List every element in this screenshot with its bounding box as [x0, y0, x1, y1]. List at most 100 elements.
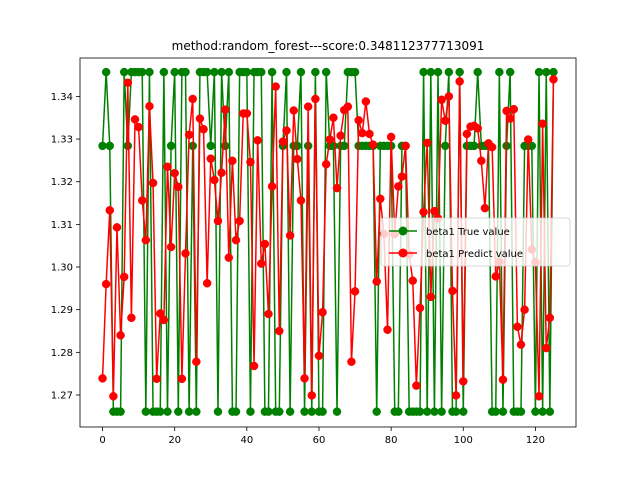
data-point: [412, 381, 421, 390]
data-point: [462, 129, 472, 139]
data-point: [184, 130, 194, 140]
data-point: [123, 78, 133, 87]
data-point: [293, 141, 302, 151]
data-point: [224, 253, 234, 262]
data-point: [242, 109, 252, 118]
data-point: [459, 407, 468, 416]
data-point: [368, 140, 378, 149]
data-point: [206, 154, 216, 163]
data-point: [300, 407, 309, 416]
data-point: [502, 106, 511, 116]
data-point: [289, 106, 298, 115]
data-point: [430, 407, 439, 416]
data-point: [181, 249, 190, 258]
data-point: [296, 67, 306, 77]
data-point: [112, 223, 122, 232]
legend-marker: [398, 248, 408, 258]
data-point: [109, 392, 118, 401]
data-point: [459, 377, 468, 386]
data-point: [538, 407, 547, 416]
data-point: [260, 239, 270, 249]
data-point: [347, 357, 356, 366]
y-tick-label: 1.32: [51, 177, 73, 188]
chart-title: method:random_forest---score:0.348112377…: [172, 39, 485, 53]
legend-entry: beta1 Predict value: [389, 248, 523, 260]
y-tick-label: 1.34: [51, 92, 73, 103]
data-point: [473, 67, 482, 77]
data-point: [192, 357, 201, 366]
data-point: [321, 67, 331, 77]
data-point: [152, 374, 161, 384]
data-point: [440, 141, 450, 151]
data-point: [257, 67, 266, 77]
legend-entry: beta1 True value: [389, 226, 510, 238]
data-point: [271, 82, 280, 91]
data-point: [451, 407, 461, 416]
series-layer: [98, 67, 558, 416]
data-point: [116, 331, 125, 340]
data-point: [415, 303, 425, 313]
data-point: [267, 182, 277, 191]
data-point: [210, 175, 219, 185]
legend: beta1 True value beta1 Predict value: [380, 217, 571, 267]
data-point: [376, 194, 385, 204]
data-point: [264, 309, 273, 319]
plot-frame: [79, 57, 577, 428]
data-point: [231, 407, 241, 416]
data-point: [473, 124, 482, 133]
y-tick-label: 1.33: [51, 135, 73, 146]
data-point: [451, 391, 461, 400]
legend-label: beta1 Predict value: [426, 249, 523, 260]
data-point: [267, 67, 277, 77]
data-point: [549, 75, 558, 84]
data-point: [440, 116, 450, 125]
data-point: [332, 183, 342, 193]
data-point: [509, 104, 519, 114]
x-tick-label: 80: [385, 435, 398, 446]
data-point: [159, 67, 169, 77]
data-point: [523, 135, 533, 144]
data-point: [119, 272, 129, 282]
data-point: [422, 138, 432, 148]
data-point: [437, 95, 446, 105]
data-point: [170, 168, 179, 178]
legend-box: [380, 217, 571, 267]
data-point: [293, 154, 302, 164]
data-point: [105, 206, 115, 215]
data-point: [408, 276, 418, 285]
data-point: [336, 131, 345, 140]
data-point: [372, 277, 381, 286]
data-point: [213, 216, 223, 226]
data-point: [534, 67, 544, 77]
data-point: [145, 101, 154, 111]
data-point: [444, 92, 454, 101]
data-point: [231, 235, 241, 245]
data-point: [206, 141, 216, 151]
data-point: [541, 343, 551, 353]
data-point: [213, 407, 223, 416]
data-point: [329, 113, 338, 122]
data-point: [350, 287, 360, 296]
data-point: [321, 159, 331, 169]
data-point: [383, 325, 392, 334]
data-point: [426, 67, 436, 77]
data-point: [541, 67, 551, 77]
data-point: [358, 128, 367, 138]
data-point: [296, 196, 306, 205]
legend-marker: [398, 226, 408, 236]
x-tick-label: 60: [313, 435, 326, 446]
data-point: [303, 102, 313, 111]
data-point: [119, 67, 129, 77]
data-point: [516, 407, 526, 416]
data-point: [531, 407, 540, 416]
data-point: [498, 375, 508, 384]
data-point: [166, 242, 176, 252]
data-point: [141, 235, 151, 245]
data-point: [487, 142, 497, 152]
series-true-value: [98, 67, 558, 416]
data-point: [419, 207, 428, 217]
data-point: [498, 407, 508, 416]
data-point: [217, 168, 226, 178]
data-point: [220, 105, 230, 114]
data-point: [275, 326, 284, 336]
